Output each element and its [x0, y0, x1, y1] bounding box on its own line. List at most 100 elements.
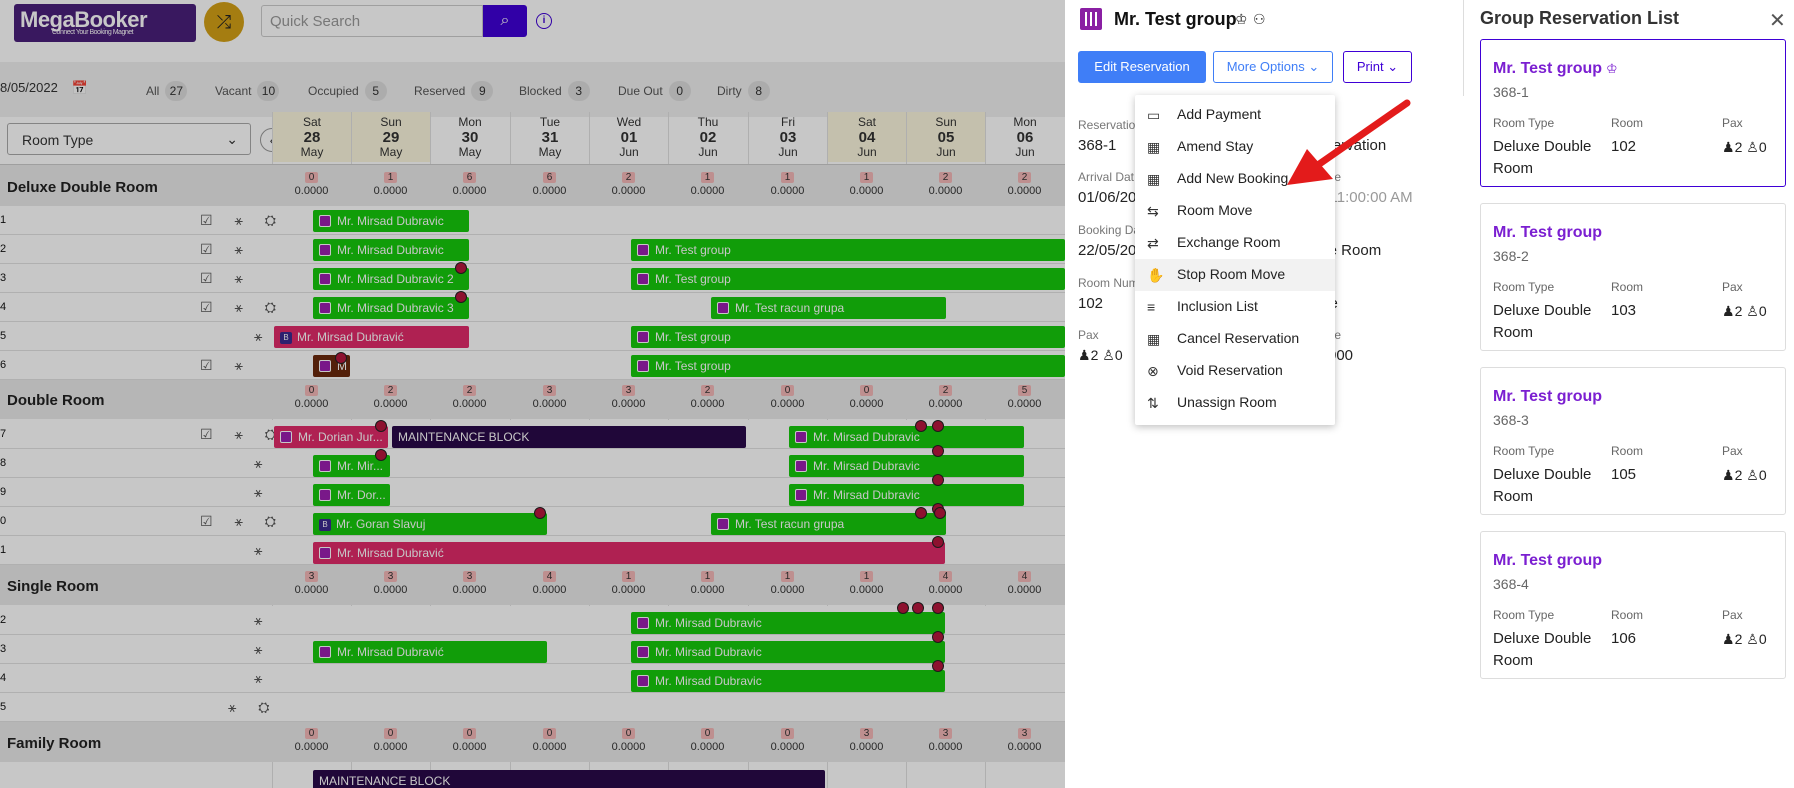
room-status-icons[interactable]: ⚹	[254, 455, 272, 471]
booking-bar[interactable]: Mr. Dorian Jur...	[274, 426, 388, 448]
group-reservation-card[interactable]: Mr. Test group 368-2 Room Type Room Pax Delux…	[1480, 203, 1786, 351]
booking-bar[interactable]: Mr. Mirsad Dubravic	[631, 641, 945, 663]
room-number: 0	[0, 515, 7, 527]
count-badge: 0	[780, 728, 795, 739]
room-number: 3	[0, 272, 7, 284]
booking-bar[interactable]: Mr. Test group	[631, 239, 1065, 261]
filter-occupied[interactable]: Occupied 5	[308, 81, 387, 101]
booking-bar[interactable]: B Mr. Goran Slavuj	[313, 513, 547, 535]
month: Jun	[936, 145, 956, 159]
room-status-icons[interactable]: ☑ ⚹ ⛭	[200, 212, 285, 228]
rate-value: 0.0000	[770, 185, 805, 197]
room-status-icons[interactable]: ⚹	[254, 328, 272, 344]
filter-blocked[interactable]: Blocked 3	[519, 81, 590, 101]
group-reservation-card[interactable]: Mr. Test group 368-4 Room Type Room Pax Delux…	[1480, 531, 1786, 679]
booking-bar[interactable]: Mr. Mir...	[313, 455, 390, 477]
guest-name: Mr. Mirsad Dubravic	[813, 459, 920, 473]
shuffle-icon[interactable]: ⤮	[204, 2, 244, 42]
maintenance-block[interactable]: MAINTENANCE BLOCK	[313, 770, 825, 788]
menu-item-cancel-reservation[interactable]: ▦ Cancel Reservation	[1135, 323, 1335, 355]
status-badge-icon	[534, 507, 546, 519]
booking-bar[interactable]: Mr. Test racun grupa	[711, 513, 946, 535]
booking-bar[interactable]: B Mr. Mirsad Dubravić	[274, 326, 469, 348]
menu-item-room-move[interactable]: ⇆ Room Move	[1135, 195, 1335, 227]
modal-overlay[interactable]	[0, 0, 1065, 788]
menu-item-label: Inclusion List	[1177, 298, 1258, 314]
rate-value: 0.0000	[770, 398, 805, 410]
room-status-icons[interactable]: ☑ ⚹ ⛭	[200, 513, 285, 529]
booking-bar[interactable]: Mr. Mirsad Dubravic	[631, 670, 945, 692]
room-status-icons[interactable]: ☑ ⚹ ⛭	[200, 426, 285, 442]
print-button[interactable]: Print ⌄	[1343, 51, 1412, 83]
menu-item-add-payment[interactable]: ▭ Add Payment	[1135, 99, 1335, 131]
info-icon[interactable]: i	[536, 13, 552, 29]
guest-name[interactable]: Mr. Test group	[1493, 60, 1603, 77]
room-status-icons[interactable]: ☑ ⚹	[200, 270, 252, 286]
room-status-icons[interactable]: ⚹	[254, 641, 272, 657]
menu-item-add-new-booking[interactable]: ▦ Add New Booking	[1135, 163, 1335, 195]
room-status-icons[interactable]: ⚹	[254, 670, 272, 686]
room-status-icons[interactable]: ☑ ⚹	[200, 357, 252, 373]
filter-reserved[interactable]: Reserved 9	[414, 81, 494, 101]
group-reservation-card[interactable]: Mr. Test group 368-3 Room Type Room Pax Delux…	[1480, 367, 1786, 515]
booking-bar[interactable]: Mr. Mirsad Dubravic 2	[313, 268, 469, 290]
quick-search-input[interactable]: Quick Search	[261, 5, 483, 37]
guest-name[interactable]: Mr. Test group	[1493, 552, 1603, 569]
room-status-icons[interactable]: ⚹	[254, 542, 272, 558]
room-type-select[interactable]: Room Type ⌄	[7, 123, 251, 155]
room-status-icons[interactable]: ⚹	[254, 484, 272, 500]
booking-bar[interactable]: Mr. Test group	[631, 268, 1065, 290]
room-number: 1	[0, 544, 7, 556]
availability-count: 0 0.0000	[272, 171, 351, 197]
booking-bar[interactable]: Mr. Mirsad Dubravic	[789, 484, 1024, 506]
guest-name: MAINTENANCE BLOCK	[319, 774, 451, 788]
search-button[interactable]: ⌕	[483, 5, 527, 37]
booking-bar[interactable]: Mr. Test group	[631, 355, 1065, 377]
room-status-icons[interactable]: ⚹	[254, 612, 272, 628]
booking-bar[interactable]: M	[313, 355, 350, 377]
edit-reservation-button[interactable]: Edit Reservation	[1078, 51, 1206, 83]
menu-item-amend-stay[interactable]: ▦ Amend Stay	[1135, 131, 1335, 163]
room-status-icons[interactable]: ☑ ⚹	[200, 241, 252, 257]
filter-dirty[interactable]: Dirty 8	[717, 81, 770, 101]
app-logo[interactable]: MegaBooker Connect Your Booking Magnet	[14, 4, 196, 42]
rate-value: 0.0000	[611, 741, 646, 753]
menu-item-exchange-room[interactable]: ⇄ Exchange Room	[1135, 227, 1335, 259]
booking-bar[interactable]: Mr. Dor...	[313, 484, 390, 506]
menu-item-void-reservation[interactable]: ⊗ Void Reservation	[1135, 355, 1335, 387]
close-icon[interactable]: ✕	[1769, 10, 1786, 32]
filter-all[interactable]: All 27	[146, 81, 188, 101]
booking-bar[interactable]: Mr. Test group	[631, 326, 1065, 348]
child-icon: ♙	[1746, 139, 1759, 155]
month: May	[379, 145, 403, 159]
room-status-icons[interactable]: ☑ ⚹ ⛭	[200, 299, 285, 315]
booking-bar[interactable]: Mr. Mirsad Dubravic	[789, 455, 1024, 477]
date-picker[interactable]: 8/05/2022 📅	[0, 80, 88, 95]
booking-bar[interactable]: Mr. Mirsad Dubravic	[313, 239, 469, 261]
room-row[interactable]: 1 ☑ ⚹ ⛭	[0, 206, 1065, 235]
count-badge: 1	[780, 571, 795, 582]
group-list-title: Group Reservation List	[1480, 8, 1680, 28]
menu-item-stop-room-move[interactable]: ✋ Stop Room Move	[1135, 259, 1335, 291]
booking-bar[interactable]: Mr. Mirsad Dubravić	[313, 641, 547, 663]
booking-bar[interactable]: Mr. Test racun grupa	[711, 297, 946, 319]
maintenance-block[interactable]: MAINTENANCE BLOCK	[392, 426, 746, 448]
booking-bar[interactable]: Mr. Mirsad Dubravic	[313, 210, 469, 232]
booking-bar[interactable]: Mr. Mirsad Dubravic	[631, 612, 945, 634]
more-options-button[interactable]: More Options ⌄	[1213, 51, 1333, 83]
menu-item-inclusion-list[interactable]: ≡ Inclusion List	[1135, 291, 1335, 323]
guest-name[interactable]: Mr. Test group	[1493, 224, 1603, 241]
booking-bar[interactable]: Mr. Mirsad Dubravić	[313, 542, 945, 564]
section-name: Single Room	[7, 578, 99, 595]
guest-name[interactable]: Mr. Test group	[1493, 388, 1603, 405]
room-status-icons[interactable]: ⚹ ⛭	[228, 699, 279, 715]
filter-due-out[interactable]: Due Out 0	[618, 81, 691, 101]
booking-bar[interactable]: Mr. Mirsad Dubravic	[789, 426, 1024, 448]
availability-count: 3 0.0000	[589, 384, 668, 410]
group-reservation-card[interactable]: Mr. Test group ♔ 368-1 Room Type Room Pax Delu…	[1480, 39, 1786, 187]
adult-icon: ♟	[1078, 347, 1091, 363]
booking-bar[interactable]: Mr. Mirsad Dubravic 3	[313, 297, 469, 319]
menu-item-unassign-room[interactable]: ⇅ Unassign Room	[1135, 387, 1335, 419]
room-row[interactable]: 5 ⚹ ⛭	[0, 693, 1065, 722]
filter-vacant[interactable]: Vacant 10	[215, 81, 280, 101]
